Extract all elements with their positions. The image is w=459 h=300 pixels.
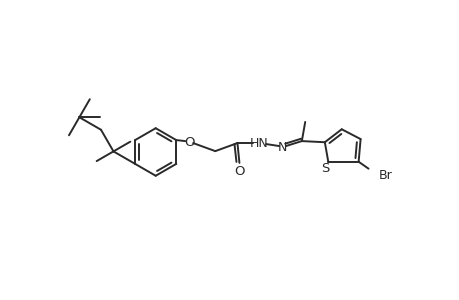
Text: S: S [320, 162, 329, 175]
Text: Br: Br [378, 169, 392, 182]
Text: HN: HN [249, 136, 268, 150]
Text: O: O [234, 165, 244, 178]
Text: O: O [184, 136, 194, 148]
Text: N: N [277, 140, 286, 154]
